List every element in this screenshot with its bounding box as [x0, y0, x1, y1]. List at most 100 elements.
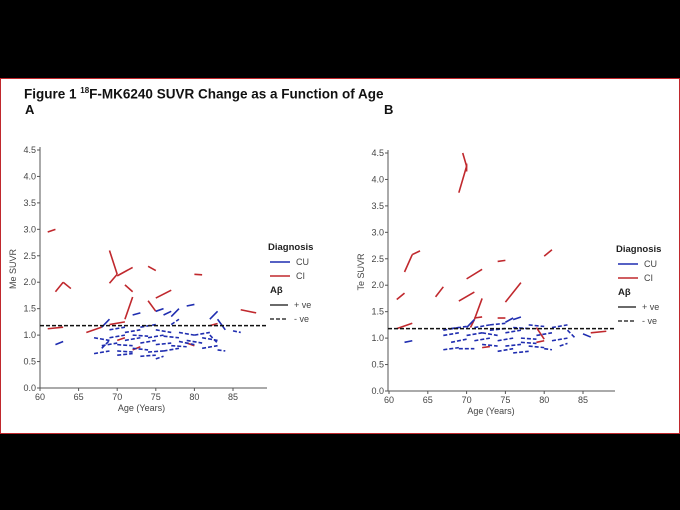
subject-trajectory-cu	[551, 324, 568, 329]
title-prefix: Figure 1	[24, 86, 81, 102]
subject-trajectory-cu	[171, 344, 187, 348]
subject-trajectory-cu	[132, 312, 141, 316]
subject-trajectory-ci	[116, 266, 134, 277]
x-tick-label: 70	[462, 395, 472, 405]
y-tick-label: 1.5	[23, 304, 36, 314]
legend-label-positive: + ve	[294, 300, 311, 310]
subject-trajectory-cu	[232, 330, 241, 334]
subject-trajectory-ci	[396, 322, 413, 330]
subject-trajectory-cu	[520, 341, 537, 345]
subject-trajectory-cu	[155, 355, 164, 360]
subject-trajectory-cu	[93, 350, 110, 355]
subject-trajectory-cu	[209, 334, 219, 344]
subject-trajectory-cu	[582, 333, 592, 338]
subject-trajectory-cu	[147, 334, 164, 339]
subject-trajectory-cu	[101, 342, 118, 347]
subject-trajectory-cu	[109, 334, 126, 339]
y-axis-label: Me SUVR	[8, 248, 18, 289]
subject-trajectory-cu	[163, 310, 172, 316]
subject-trajectory-cu	[93, 336, 110, 342]
subject-trajectory-cu	[513, 350, 529, 354]
subject-trajectory-cu	[482, 343, 498, 347]
subject-trajectory-ci	[155, 289, 172, 299]
x-tick-label: 75	[500, 395, 510, 405]
x-axis-label: Age (Years)	[118, 403, 165, 413]
subject-trajectory-ci	[147, 300, 157, 312]
y-tick-label: 2.0	[371, 280, 384, 290]
subject-trajectory-cu	[178, 331, 195, 336]
y-tick-label: 1.5	[371, 307, 384, 317]
subject-trajectory-cu	[528, 324, 545, 328]
subject-trajectory-cu	[186, 339, 203, 344]
x-tick-label: 80	[539, 395, 549, 405]
subject-trajectory-ci	[124, 284, 134, 293]
subject-trajectory-cu	[140, 339, 156, 344]
y-tick-label: 2.5	[23, 251, 36, 261]
subject-trajectory-cu	[505, 317, 514, 323]
subject-trajectory-cu	[170, 308, 180, 318]
y-tick-label: 4.0	[371, 174, 384, 184]
subject-trajectory-ci	[194, 273, 203, 276]
y-tick-label: 0.5	[371, 360, 384, 370]
slide	[0, 78, 680, 434]
x-tick-label: 80	[189, 392, 199, 402]
legend-label-positive: + ve	[642, 302, 659, 312]
y-tick-label: 3.5	[23, 198, 36, 208]
subject-trajectory-cu	[474, 324, 491, 329]
subject-trajectory-cu	[155, 329, 172, 334]
subject-trajectory-ci	[543, 249, 553, 257]
subject-trajectory-cu	[544, 347, 553, 351]
y-tick-label: 3.5	[371, 201, 384, 211]
subject-trajectory-cu	[551, 337, 568, 342]
legend: Diagnosis CU CI Aβ + ve - ve	[268, 242, 313, 324]
subject-trajectory-ci	[47, 228, 56, 233]
subject-trajectory-cu	[450, 338, 467, 344]
subject-trajectory-ci	[86, 326, 103, 334]
subject-trajectory-cu	[132, 347, 149, 351]
panel-b-label: B	[384, 102, 394, 117]
subject-trajectory-ci	[536, 339, 545, 344]
subject-trajectory-cu	[170, 318, 180, 326]
figure-title: Figure 1 18F-MK6240 SUVR Change as a Fun…	[24, 86, 383, 102]
subject-trajectory-cu	[497, 347, 514, 353]
subject-trajectory-ci	[466, 268, 483, 280]
subject-trajectory-cu	[124, 336, 141, 342]
subject-trajectory-cu	[109, 326, 126, 331]
subject-trajectory-ci	[473, 298, 483, 320]
y-tick-label: 1.0	[371, 333, 384, 343]
subject-trajectory-cu	[566, 329, 576, 339]
subject-trajectory-cu	[481, 332, 498, 337]
subject-trajectory-cu	[505, 343, 522, 347]
subject-trajectory-ci	[108, 273, 118, 284]
y-tick-label: 4.5	[23, 145, 36, 155]
x-tick-label: 65	[74, 392, 84, 402]
y-axis-label: Te SUVR	[356, 253, 366, 291]
subject-trajectory-cu	[505, 329, 522, 334]
subject-trajectory-cu	[466, 319, 475, 329]
y-tick-label: 1.0	[23, 330, 36, 340]
panel-a-label: A	[25, 102, 35, 117]
subject-trajectory-ci	[434, 286, 444, 298]
legend-label-negative: - ve	[642, 316, 657, 326]
y-tick-label: 0.0	[23, 383, 36, 393]
x-tick-label: 70	[112, 392, 122, 402]
subject-trajectory-ci	[482, 345, 490, 349]
subject-trajectory-ci	[62, 281, 72, 290]
subject-trajectory-cu	[466, 332, 483, 337]
subject-trajectory-cu	[132, 334, 149, 337]
y-tick-label: 4.0	[23, 171, 36, 181]
subject-trajectory-cu	[216, 318, 226, 331]
y-tick-label: 0.5	[23, 357, 36, 367]
y-tick-label: 3.0	[371, 227, 384, 237]
title-text: F-MK6240 SUVR Change as a Function of Ag…	[89, 86, 384, 102]
subject-trajectory-cu	[450, 325, 467, 330]
subject-trajectory-ci	[504, 282, 522, 303]
subject-trajectory-cu	[117, 350, 133, 353]
subject-trajectory-ci	[240, 308, 257, 314]
subject-trajectory-cu	[559, 342, 568, 347]
subject-trajectory-ci	[124, 296, 134, 320]
subject-trajectory-cu	[528, 345, 545, 349]
panel-a-plot: 0.0 0.5 1.0 1.5 2.0 2.5 3.0 3.5 4.0 4.5 60 65 70 75 80…	[8, 145, 313, 413]
subject-trajectory-cu	[55, 340, 64, 346]
